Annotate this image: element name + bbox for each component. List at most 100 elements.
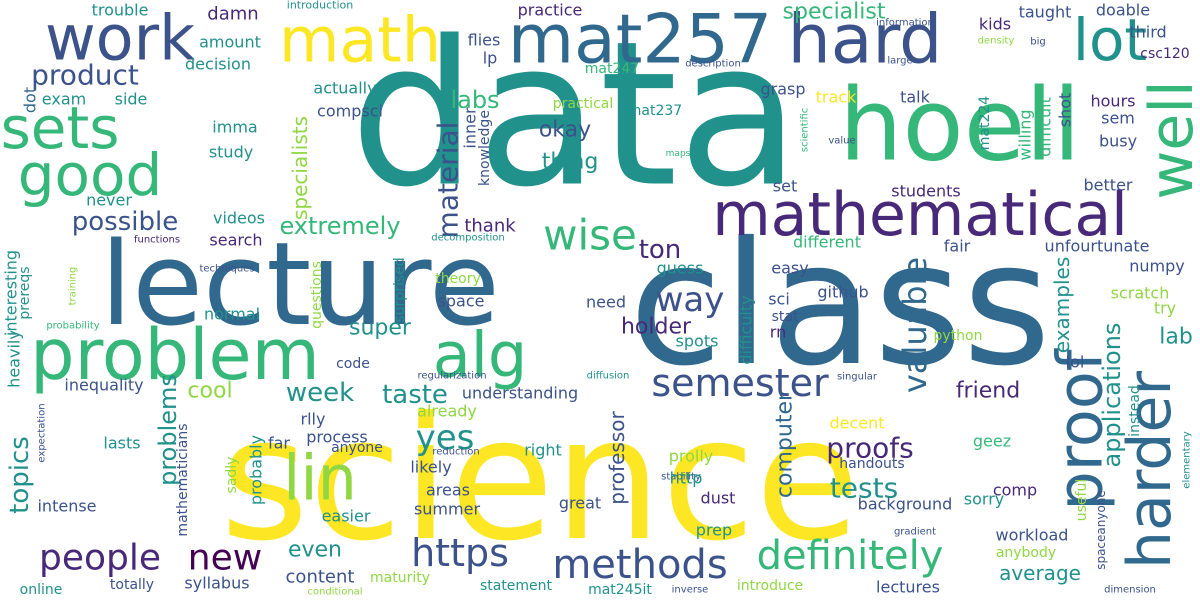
word-inner: inner bbox=[461, 107, 480, 149]
word-labs: labs bbox=[450, 86, 499, 114]
word-inverse: inverse bbox=[672, 585, 709, 596]
word-gradient: gradient bbox=[894, 527, 936, 538]
word-talk: talk bbox=[900, 88, 931, 107]
word-problems: problems bbox=[154, 374, 182, 486]
word-better: better bbox=[1084, 176, 1133, 195]
word-great: great bbox=[559, 494, 601, 513]
word-try: try bbox=[1154, 299, 1176, 318]
word-new: new bbox=[188, 538, 262, 579]
word-compsci: compsci bbox=[317, 102, 383, 121]
word-decent: decent bbox=[829, 414, 884, 433]
word-instead: instead bbox=[1127, 385, 1143, 437]
word-big: big bbox=[1030, 37, 1045, 48]
word-need: need bbox=[586, 293, 626, 312]
word-taste: taste bbox=[382, 380, 448, 410]
word-comp: comp bbox=[993, 481, 1037, 500]
word-inequality: inequality bbox=[64, 376, 143, 395]
word-summer: summer bbox=[414, 500, 480, 519]
word-scientific: scientific bbox=[800, 108, 811, 152]
word-trouble: trouble bbox=[92, 1, 149, 20]
word-already: already bbox=[417, 402, 477, 421]
word-different: different bbox=[793, 233, 861, 252]
word-introduction: introduction bbox=[287, 0, 353, 12]
word-decomposition: decomposition bbox=[431, 233, 504, 244]
word-normal: normal bbox=[204, 305, 260, 324]
word-probability: probability bbox=[46, 321, 99, 332]
word-material: material bbox=[432, 122, 465, 239]
word-dust: dust bbox=[701, 489, 736, 508]
word-guess: guess bbox=[657, 259, 704, 278]
word-practice: practice bbox=[518, 1, 583, 20]
word-mathematicians: mathematicians bbox=[175, 423, 191, 536]
word-side: side bbox=[115, 90, 148, 109]
word-mat245it: mat245it bbox=[588, 582, 652, 598]
word-amount: amount bbox=[199, 33, 261, 52]
word-tests: tests bbox=[830, 472, 898, 505]
word-applications: applications bbox=[1098, 323, 1126, 468]
word-mathematical: mathematical bbox=[712, 180, 1128, 250]
word-math: math bbox=[279, 4, 441, 77]
word-thank: thank bbox=[464, 216, 516, 237]
word-background: background bbox=[858, 495, 953, 514]
word-areas: areas bbox=[426, 481, 470, 500]
word-set: set bbox=[773, 177, 797, 196]
word-specialist: specialist bbox=[783, 0, 886, 25]
word-mat224: mat224 bbox=[977, 96, 993, 151]
word-expectation: expectation bbox=[37, 403, 48, 462]
word-holder: holder bbox=[621, 315, 692, 340]
word-proof: proof bbox=[1044, 347, 1117, 510]
word-process: process bbox=[306, 428, 367, 447]
word-class: class bbox=[629, 206, 1051, 404]
word-prereqs: prereqs bbox=[17, 266, 33, 319]
word-taught: taught bbox=[1019, 3, 1072, 22]
word-large: large bbox=[887, 56, 912, 67]
word-dimension: dimension bbox=[1104, 585, 1156, 596]
word-rn: rn bbox=[770, 323, 786, 342]
word-understanding: understanding bbox=[462, 384, 578, 403]
word-even: even bbox=[288, 538, 342, 563]
word-students: students bbox=[891, 182, 961, 201]
word-anyone: anyone bbox=[331, 440, 383, 456]
word-reduction: reduction bbox=[432, 447, 479, 458]
word-third: third bbox=[1129, 23, 1166, 42]
word-decision: decision bbox=[185, 55, 251, 74]
word-fair: fair bbox=[944, 237, 971, 256]
word-syllabus: syllabus bbox=[184, 574, 249, 593]
word-prep: prep bbox=[696, 521, 732, 540]
word-imma: imma bbox=[212, 118, 257, 137]
word-damn: damn bbox=[207, 4, 258, 25]
word-lasts: lasts bbox=[103, 434, 140, 453]
word-lin: lin bbox=[283, 442, 357, 515]
word-difficult: difficult bbox=[1036, 97, 1055, 157]
word-handouts: handouts bbox=[839, 456, 904, 472]
word-dot: dot bbox=[21, 87, 40, 113]
word-definitely: definitely bbox=[757, 533, 944, 579]
word-functions: functions bbox=[134, 235, 180, 246]
word-problem: problem bbox=[30, 314, 320, 396]
word-busy: busy bbox=[1099, 132, 1137, 151]
word-python: python bbox=[934, 328, 983, 344]
word-stat: stat bbox=[772, 309, 799, 325]
word-easy: easy bbox=[771, 259, 808, 278]
word-workload: workload bbox=[996, 526, 1069, 545]
word-kids: kids bbox=[979, 15, 1011, 34]
word-numpy: numpy bbox=[1129, 257, 1185, 276]
word-github: github bbox=[817, 283, 868, 302]
word-super: super bbox=[349, 316, 412, 341]
word-density: density bbox=[978, 36, 1015, 47]
word-content: content bbox=[286, 567, 355, 588]
word-work: work bbox=[45, 2, 195, 75]
word-week: week bbox=[286, 378, 354, 408]
word-techniques: techniques bbox=[199, 264, 254, 275]
word-exam: exam bbox=[42, 90, 86, 109]
word-topics: topics bbox=[5, 436, 35, 514]
word-hoell: hoell bbox=[839, 67, 1081, 184]
word-sets: sets bbox=[1, 94, 120, 162]
word-description: description bbox=[685, 59, 741, 70]
word-hours: hours bbox=[1091, 92, 1136, 111]
word-maturity: maturity bbox=[370, 570, 430, 586]
word-alg: alg bbox=[433, 319, 528, 392]
word-people: people bbox=[39, 538, 161, 579]
word-mat257: mat257 bbox=[508, 1, 772, 80]
